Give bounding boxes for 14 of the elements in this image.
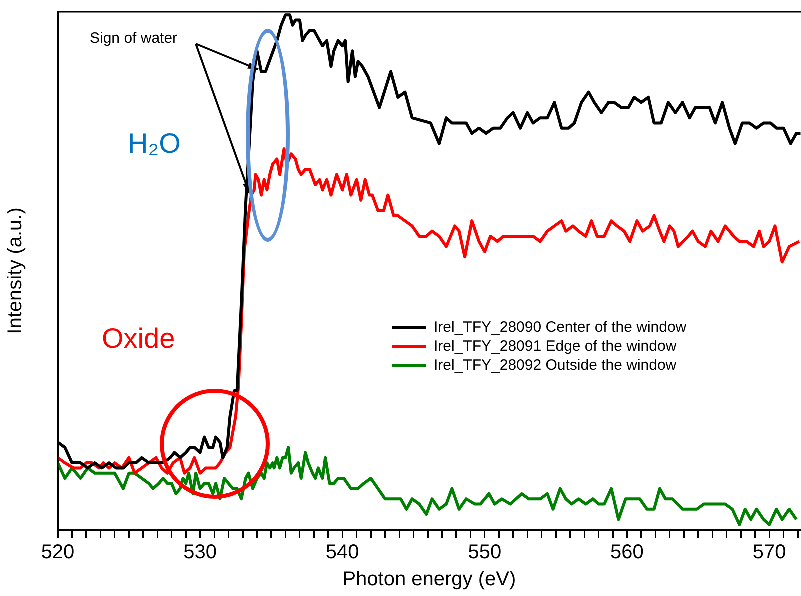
- x-tick-label: 570: [752, 542, 786, 564]
- x-tick-label: 530: [184, 542, 217, 564]
- x-tick-label: 560: [610, 542, 644, 564]
- x-tick-label: 550: [468, 542, 502, 564]
- legend-label: Irel_TFY_28090 Center of the window: [434, 318, 687, 337]
- x-tick-label: 520: [41, 542, 75, 564]
- y-axis-title: Intensity (a.u.): [4, 208, 27, 334]
- legend-label: Irel_TFY_28092 Outside the window: [434, 356, 677, 375]
- annotation: Oxide: [102, 323, 176, 355]
- annotation: Sign of water: [90, 30, 178, 47]
- legend-label: Irel_TFY_28091 Edge of the window: [434, 337, 677, 356]
- x-axis-title: Photon energy (eV): [342, 568, 516, 591]
- x-tick-label: 540: [326, 542, 360, 564]
- annotation: H₂O: [128, 128, 181, 160]
